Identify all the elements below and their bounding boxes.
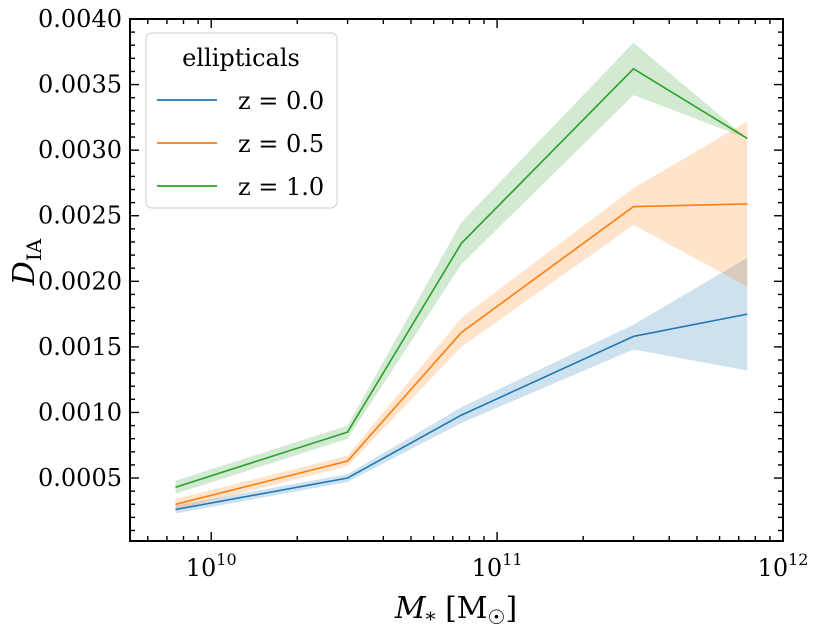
x-axis-title: M* [M☉] bbox=[394, 591, 517, 631]
legend-entries: z = 0.0 z = 0.5 z = 1.0 bbox=[157, 87, 324, 201]
y-tick-label: 0.0030 bbox=[38, 136, 122, 164]
legend-title: ellipticals bbox=[182, 44, 300, 72]
legend-label-z-0-0: z = 0.0 bbox=[238, 87, 324, 115]
legend-box bbox=[145, 32, 338, 209]
plot-frame bbox=[129, 18, 784, 542]
legend-label-z-1-0: z = 1.0 bbox=[238, 173, 324, 201]
confidence-bands bbox=[175, 42, 748, 514]
y-axis-title: DIA bbox=[7, 238, 46, 286]
y-tick-labels: 0.0005 0.0010 0.0015 0.0020 0.0025 0.0030 0.00… bbox=[38, 5, 122, 492]
y-tick-label: 0.0020 bbox=[38, 267, 122, 295]
line-z-0-5 bbox=[175, 203, 748, 506]
x-tick-label: 1010 bbox=[186, 550, 237, 582]
y-tick-label: 0.0015 bbox=[38, 333, 122, 361]
y-tick-label: 0.0035 bbox=[38, 71, 122, 99]
legend: ellipticals z = 0.0 z = 0.5 z = 1.0 bbox=[145, 32, 338, 209]
series-lines bbox=[175, 67, 748, 511]
x-tick-labels: 1010 1011 1012 bbox=[186, 550, 809, 582]
y-tick-label: 0.0040 bbox=[38, 5, 122, 33]
band-z-0-0 bbox=[175, 257, 748, 514]
x-tick-label: 1012 bbox=[758, 550, 809, 582]
axis-ticks bbox=[130, 18, 784, 541]
y-tick-label: 0.0005 bbox=[38, 464, 122, 492]
y-tick-label: 0.0010 bbox=[38, 398, 122, 426]
line-z-0-0 bbox=[175, 313, 748, 511]
y-tick-label: 0.0025 bbox=[38, 202, 122, 230]
line-z-1-0 bbox=[175, 67, 748, 488]
legend-label-z-0-5: z = 0.5 bbox=[238, 130, 324, 158]
band-z-0-5 bbox=[175, 121, 748, 510]
x-tick-label: 1011 bbox=[472, 550, 523, 582]
